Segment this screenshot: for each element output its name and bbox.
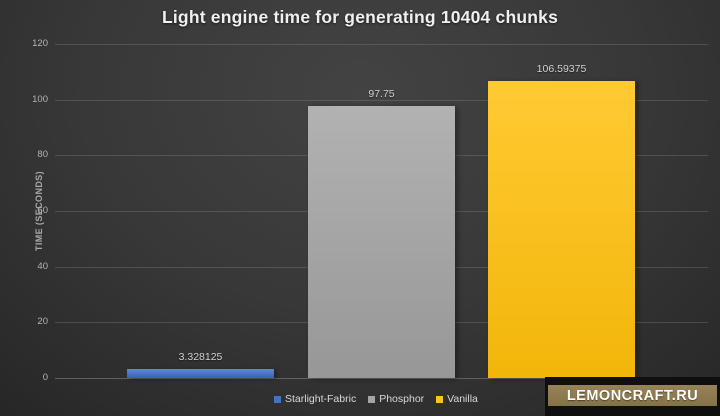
bar-starlight-fabric xyxy=(127,369,274,378)
value-label-phosphor: 97.75 xyxy=(368,88,395,100)
legend-swatch-icon xyxy=(436,395,444,403)
watermark-label: LEMONCRAFT.RU xyxy=(566,387,699,404)
legend-label: Starlight-Fabric xyxy=(285,393,357,405)
value-label-starlight-fabric: 3.328125 xyxy=(178,351,223,363)
gridline-100 xyxy=(55,99,708,101)
legend-label: Vanilla xyxy=(447,393,478,405)
gridline-0 xyxy=(55,378,708,379)
legend-item-vanilla: Vanilla xyxy=(436,393,478,405)
bar-phosphor xyxy=(308,106,455,378)
y-tick-label-100: 100 xyxy=(32,93,48,105)
legend-swatch-icon xyxy=(274,395,281,403)
legend: Starlight-Fabric Phosphor Vanilla xyxy=(274,393,478,405)
y-tick-label-120: 120 xyxy=(32,38,48,49)
bar-vanilla xyxy=(488,81,635,378)
legend-item-starlight-fabric: Starlight-Fabric xyxy=(274,393,356,405)
value-label-vanilla: 106.59375 xyxy=(536,63,587,75)
y-tick-label-20: 20 xyxy=(37,316,48,328)
chart-title: Light engine time for generating 10404 c… xyxy=(161,7,559,27)
y-tick-label-60: 60 xyxy=(37,205,48,216)
y-tick-label-0: 0 xyxy=(42,372,48,383)
gridline-120 xyxy=(55,44,708,45)
watermark-panel: LEMONCRAFT.RU xyxy=(548,385,717,406)
watermark-box: LEMONCRAFT.RU xyxy=(545,377,720,416)
legend-item-phosphor: Phosphor xyxy=(368,393,424,405)
legend-label: Phosphor xyxy=(379,393,425,405)
y-tick-label-40: 40 xyxy=(37,260,48,272)
legend-swatch-icon xyxy=(368,395,376,403)
y-tick-label-80: 80 xyxy=(37,149,48,161)
